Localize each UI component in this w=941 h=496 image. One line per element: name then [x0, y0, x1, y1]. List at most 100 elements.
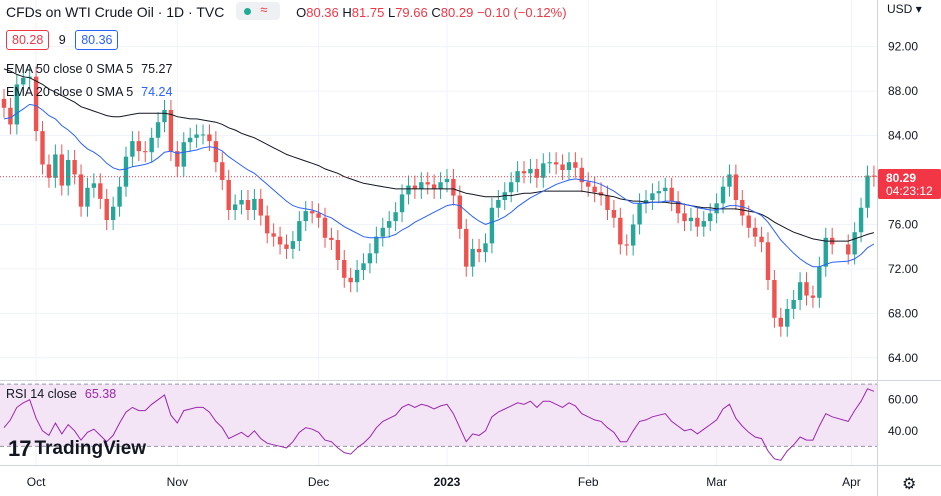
candle-body — [33, 76, 39, 132]
candle-body — [200, 134, 206, 136]
price-tick-label: 84.00 — [888, 129, 918, 143]
price-tick-label: 72.00 — [888, 262, 918, 276]
candle-body — [245, 200, 251, 210]
ask-button[interactable]: 80.36 — [75, 30, 119, 50]
candle-body — [663, 187, 668, 192]
time-tick-label: Feb — [578, 475, 599, 489]
candle-body — [290, 241, 296, 249]
candle-body — [374, 236, 379, 254]
candle-body — [650, 193, 655, 200]
ohlc-change-value: −0.10 (−0.12%) — [476, 5, 567, 20]
candle-body — [630, 224, 636, 246]
candle-body — [406, 185, 411, 195]
price-tick-label: 76.00 — [888, 217, 918, 231]
candle-body — [865, 175, 870, 208]
candle-body — [412, 185, 418, 189]
candle-body — [852, 232, 857, 255]
candle-body — [669, 187, 674, 202]
candle-body — [871, 175, 877, 177]
symbol-title[interactable]: CFDs on WTI Crude Oil · 1D · TVC — [6, 4, 225, 20]
ohlc-open-key: O — [296, 5, 307, 20]
ohlc-open-value: 80.36 — [306, 5, 339, 20]
candle-body — [354, 270, 360, 283]
candle-body — [252, 198, 257, 210]
candle-body — [277, 236, 283, 245]
candle-body — [496, 200, 501, 208]
candle-body — [329, 237, 334, 240]
candle-body — [560, 164, 565, 170]
candle-body — [727, 174, 732, 187]
candle-body — [515, 171, 520, 183]
bid-button[interactable]: 80.28 — [6, 30, 50, 50]
candle-body — [740, 200, 745, 216]
rsi-legend[interactable]: RSI 14 close 65.38 — [6, 387, 116, 401]
candle-body — [322, 217, 328, 238]
chevron-down-icon: ▾ — [915, 2, 922, 16]
currency-label: USD — [887, 2, 913, 16]
candle-body — [110, 206, 116, 220]
candle-body — [162, 110, 167, 123]
market-status-pill[interactable]: ≈ — [236, 2, 281, 21]
candle-body — [765, 242, 771, 280]
candle-body — [810, 295, 816, 298]
candle-body — [78, 174, 84, 207]
candle-body — [284, 244, 289, 249]
candle-body — [823, 237, 828, 267]
candle-body — [431, 184, 437, 189]
rsi-axis[interactable]: 60.00 40.00 — [888, 393, 918, 438]
candle-body — [746, 215, 751, 228]
candle-body — [772, 280, 777, 318]
time-axis[interactable]: Oct Nov Dec 2023 Feb Mar Apr — [27, 475, 861, 489]
ema20-legend[interactable]: EMA 20 close 0 SMA 5 74.24 — [6, 85, 172, 99]
candle-body — [98, 183, 103, 199]
candle-body — [220, 162, 225, 180]
candle-body — [797, 282, 803, 300]
candle-body — [817, 266, 822, 298]
candle-body — [489, 207, 495, 244]
rsi-band — [0, 384, 877, 447]
candle-body — [53, 154, 58, 178]
market-open-dot-icon — [244, 8, 252, 16]
candle-body — [342, 260, 347, 278]
candle-body — [59, 154, 64, 186]
candle-body — [528, 168, 533, 174]
candle-body — [785, 308, 790, 327]
candle-body — [586, 182, 591, 187]
ohlc-high-value: 81.75 — [351, 5, 385, 20]
ema50-legend[interactable]: EMA 50 close 0 SMA 5 75.27 — [6, 62, 172, 76]
candle-body — [393, 212, 398, 222]
candle-body — [720, 186, 726, 204]
candle-body — [637, 203, 642, 225]
candle-body — [611, 210, 617, 218]
candle-body — [335, 240, 341, 260]
gear-icon[interactable]: ⚙ — [902, 476, 917, 493]
ohlc-low-value: 79.66 — [395, 5, 428, 20]
candle-body — [27, 76, 32, 78]
candle-body — [181, 142, 186, 167]
candle-body — [21, 77, 26, 85]
last-price-value: 80.29 — [886, 171, 916, 185]
candle-body — [508, 182, 514, 193]
candle-body — [846, 244, 851, 255]
chart-header: CFDs on WTI Crude Oil · 1D · TVC ≈ O80.3… — [6, 2, 567, 22]
candle-body — [733, 174, 739, 200]
candle-body — [380, 227, 385, 237]
candle-body — [14, 84, 20, 125]
candle-body — [483, 243, 488, 253]
candle-body — [348, 277, 353, 283]
candle-body — [399, 194, 405, 213]
candle-body — [136, 141, 142, 152]
candle-body — [316, 213, 321, 218]
candle-body — [123, 156, 129, 187]
candle-body — [187, 137, 193, 143]
candle-body — [605, 195, 610, 210]
candle-body — [858, 207, 864, 233]
candle-body — [695, 217, 700, 227]
time-tick-label: Dec — [308, 475, 329, 489]
currency-selector[interactable]: USD ▾ — [887, 2, 922, 16]
candle-body — [387, 221, 392, 228]
rsi-line — [3, 388, 875, 461]
last-price-tag: 80.29 04:23:12 — [878, 169, 941, 199]
rsi-label: RSI 14 close — [6, 387, 77, 401]
candle-body — [72, 160, 77, 175]
